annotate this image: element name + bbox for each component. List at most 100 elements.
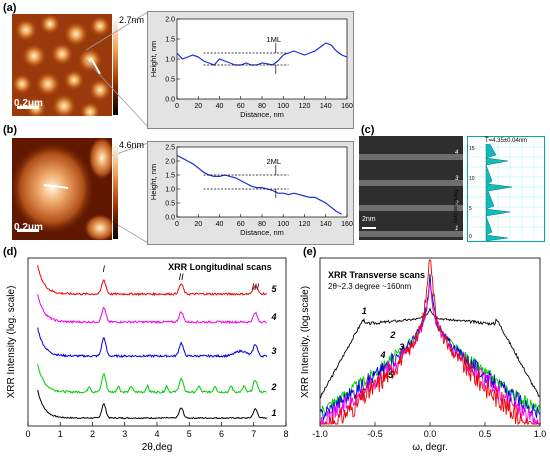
xrr-e-subtitle: 2θ~2.3 degree ~160nm — [328, 282, 412, 291]
panel-e-label: (e) — [303, 246, 317, 258]
profile-a-annotation: 1ML — [267, 35, 282, 44]
profile-a-ytick-label-2: 1.0 — [165, 57, 175, 64]
profile-b-xtick-label-2: 40 — [216, 221, 224, 228]
xrr-e-xtick-label-0: -1.0 — [312, 429, 328, 439]
panel-c-label: (c) — [361, 124, 375, 136]
xrr-d-peak-label-1: II — [179, 272, 185, 282]
tem-profile-svg — [468, 136, 544, 242]
xrr-d-curve-4 — [37, 294, 267, 325]
profile-a-xtick-label-8: 160 — [341, 103, 353, 110]
tem-profile-tick-10: 10 — [469, 176, 475, 182]
xrr-e-curve-2 — [319, 273, 541, 415]
profile-a-ytick-label-4: 2.0 — [165, 17, 175, 24]
xrr-longitudinal-chart: 0 1 2 3 4 5 6 7 8 2θ,deg XRR Intensity (log. scale… — [6, 257, 289, 453]
afm-a-svg — [12, 14, 112, 116]
profile-chart-b: 0 20 40 60 80 100 120 140 160 0.0 0.5 1.0 1.5 2.0 2.5 D… — [149, 145, 353, 238]
profile-a-xtick-label-2: 40 — [216, 103, 224, 110]
profile-b-xtick-label-3: 60 — [237, 221, 245, 228]
profile-a-xtick-label-7: 140 — [320, 103, 332, 110]
profile-b-xtick-label-8: 160 — [341, 221, 353, 228]
tem-profile-label: T̅=4.35±0.04nm — [485, 138, 528, 144]
xrr-d-curve-2 — [37, 364, 267, 395]
xrr-d-series-label-3: 3 — [271, 346, 276, 356]
colorbar-b — [113, 141, 118, 239]
afm-b-svg — [12, 138, 112, 240]
profile-b-ylabel: Height, nm — [149, 164, 158, 200]
profile-chart-a: 0 20 40 60 80 100 120 140 160 0.0 0.5 1.0 1.5 2.0 Dist… — [149, 17, 353, 120]
xrr-d-series-label-2: 2 — [270, 382, 276, 392]
profile-a-xtick-label-4: 80 — [258, 103, 266, 110]
profile-b-ytick-label-4: 2.0 — [165, 159, 175, 166]
xrr-d-xtick-label-5: 5 — [187, 429, 192, 439]
tem-svg — [359, 136, 463, 240]
afm-image-b — [12, 138, 112, 240]
profile-a-plot-area — [176, 18, 348, 100]
profile-b-xtick-label-6: 120 — [299, 221, 311, 228]
xrr-e-xtick-label-4: 1.0 — [534, 429, 547, 439]
profile-b-xtick-label-0: 0 — [175, 221, 179, 228]
xrr-d-xtick-label-2: 2 — [90, 429, 95, 439]
profile-a-xtick-label-6: 120 — [299, 103, 311, 110]
profile-b-annotation: 2ML — [267, 157, 282, 166]
profile-b-xlabel: Distance, nm — [240, 228, 284, 237]
xrr-d-xlabel: 2θ,deg — [142, 442, 173, 453]
tem-image: 2nm 4 3 2 1 — [359, 136, 463, 240]
xrr-d-title: XRR Longitudinal scans — [168, 262, 272, 272]
profile-b-xtick-label-5: 100 — [277, 221, 289, 228]
xrr-d-curve-1 — [37, 389, 268, 420]
xrr-e-ylabel: XRR Intensity, (log.scale) — [300, 286, 311, 398]
tem-profile-axis: Thickness (nm) — [452, 189, 458, 224]
xrr-d-xtick-label-3: 3 — [122, 429, 127, 439]
xrr-d-xtick-label-8: 8 — [283, 429, 288, 439]
xrr-e-curve-5 — [320, 259, 540, 426]
xrr-d-curve-5 — [37, 264, 267, 297]
xrr-d-peak-label-0: I — [103, 264, 106, 274]
xrr-e-series-label-4: 4 — [380, 350, 386, 360]
profile-a-ylabel: Height, nm — [149, 41, 158, 77]
profile-b-ytick-label-3: 1.5 — [165, 173, 175, 180]
tem-scale-text: 2nm — [362, 216, 376, 223]
xrr-d-xtick-label-0: 0 — [25, 429, 30, 439]
panel-d-label: (d) — [3, 246, 18, 258]
profile-b-xtick-label-4: 80 — [258, 221, 266, 228]
xrr-d-peak-label-2: III — [252, 282, 260, 292]
colorbar-a — [113, 17, 118, 115]
panel-a-label: (a) — [3, 2, 17, 14]
xrr-e-curve-1 — [319, 307, 541, 399]
xrr-transverse-chart: -1.0 -0.5 0.0 0.5 1.0 ω, degr. XRR Intensity, … — [300, 257, 547, 453]
profile-b-ytick-label-2: 1.0 — [165, 187, 175, 194]
tem-profile-tick-5: 5 — [469, 206, 472, 212]
profile-b-plot-area — [176, 146, 348, 218]
profile-b-profile-line — [176, 154, 342, 215]
profile-a-xlabel: Distance, nm — [240, 110, 284, 119]
xrr-d-xtick-label-7: 7 — [251, 429, 256, 439]
profile-a-xtick-label-3: 60 — [237, 103, 245, 110]
profile-a-ytick-label-3: 1.5 — [165, 37, 175, 44]
xrr-d-xtick-label-6: 6 — [219, 429, 224, 439]
profile-a-xtick-label-1: 20 — [194, 103, 202, 110]
xrr-d-series-label-1: 1 — [271, 408, 276, 418]
xrr-d-curve-3 — [37, 327, 268, 359]
profile-a-profile-line — [176, 42, 348, 66]
tem-layer-2: 2 — [455, 201, 459, 207]
xrr-e-xtick-label-3: 0.5 — [479, 429, 492, 439]
xrr-e-series-label-2: 2 — [389, 330, 395, 340]
xrr-d-series-label-5: 5 — [271, 284, 277, 294]
xrr-d-xtick-label-4: 4 — [154, 429, 159, 439]
afm-image-a — [12, 14, 112, 116]
tem-profile-tick-15: 15 — [469, 146, 475, 152]
profile-b-ytick-label-0: 0.0 — [165, 215, 175, 222]
profile-a-xtick-label-5: 100 — [277, 103, 289, 110]
afm-b-scale-text: 0.2μm — [14, 222, 43, 233]
profile-b-xtick-label-7: 140 — [320, 221, 332, 228]
tem-layer-3: 3 — [455, 176, 459, 182]
tem-layer-1: 1 — [455, 226, 459, 232]
profile-a-ytick-label-1: 0.5 — [165, 77, 175, 84]
tem-profile-tick-0: 0 — [469, 234, 472, 240]
tem-profile: T̅=4.35±0.04nm Thickness (nm) 15 10 5 0 — [452, 136, 545, 242]
afm-a-scale-text: 0.2μm — [14, 98, 43, 109]
profile-a-xtick-label-0: 0 — [175, 103, 179, 110]
xrr-d-ylabel: XRR Intensity (log. scale) — [6, 286, 17, 399]
xrr-d-plot-area — [27, 257, 287, 427]
xrr-e-series-label-1: 1 — [362, 306, 367, 316]
